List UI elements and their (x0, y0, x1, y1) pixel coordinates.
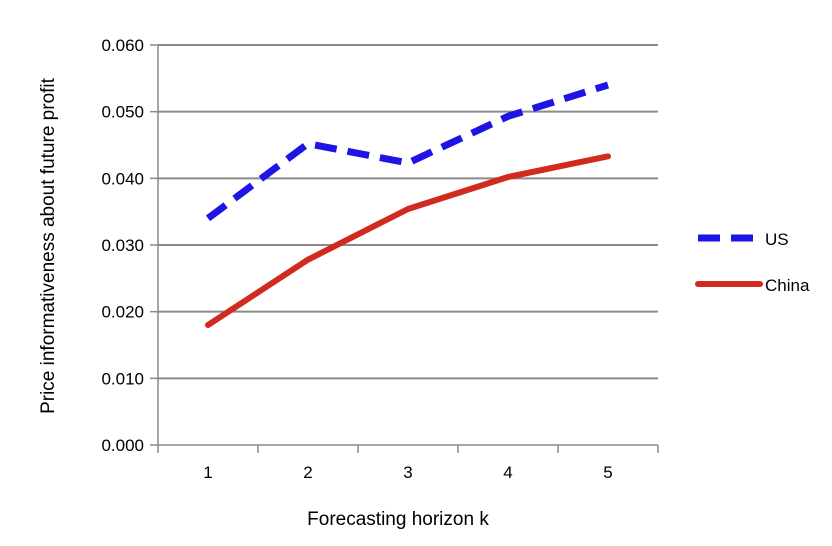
y-tick-label: 0.020 (101, 303, 144, 322)
y-tick-label: 0.030 (101, 236, 144, 255)
legend: US China (695, 230, 810, 295)
x-tick-label: 2 (303, 463, 312, 482)
y-tick-label: 0.050 (101, 103, 144, 122)
series-line-china (205, 153, 611, 328)
axes: 0.000 0.010 0.020 0.030 0.040 0.050 0.060 1 2 3 4 5 (101, 36, 659, 482)
gridlines (158, 44, 658, 380)
series-line-us (205, 81, 610, 222)
legend-label-china: China (765, 276, 810, 295)
series-lines (205, 81, 611, 328)
y-axis-title: Price informativeness about future profi… (38, 77, 59, 414)
x-axis-title: Forecasting horizon k (307, 509, 489, 530)
y-tick-label: 0.000 (101, 436, 144, 455)
axis-titles: Forecasting horizon k Price informativen… (38, 77, 489, 530)
x-tick-label: 3 (403, 463, 412, 482)
x-tick-label: 1 (203, 463, 212, 482)
y-tick-label: 0.060 (101, 36, 144, 55)
x-tick-label: 4 (503, 463, 512, 482)
x-tick-label: 5 (603, 463, 612, 482)
y-tick-label: 0.010 (101, 369, 144, 388)
y-tick-label: 0.040 (101, 169, 144, 188)
legend-label-us: US (765, 230, 789, 249)
